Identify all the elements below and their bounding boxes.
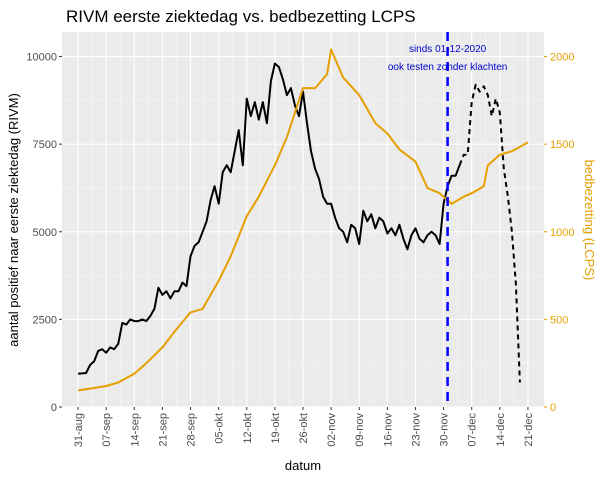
y-right-tick-label: 1500 <box>550 139 574 151</box>
annotation-line-1: sinds 01-12-2020 <box>409 44 487 55</box>
y-left-tick-label: 0 <box>51 402 57 414</box>
x-tick-label: 14-dec <box>495 413 507 447</box>
x-tick-label: 09-nov <box>354 413 366 447</box>
x-tick-label: 28-sep <box>186 413 198 447</box>
x-tick-label: 30-nov <box>439 413 451 447</box>
x-tick-label: 14-sep <box>129 413 141 447</box>
x-tick-label: 26-okt <box>298 413 310 444</box>
y-left-tick-label: 2500 <box>33 314 57 326</box>
series-line <box>458 83 521 383</box>
x-tick-label: 12-okt <box>242 413 254 444</box>
x-tick-label: 02-nov <box>326 413 338 447</box>
chart-title: RIVM eerste ziektedag vs. bedbezetting L… <box>66 7 416 26</box>
y-right-tick-label: 500 <box>550 314 568 326</box>
y-axis-right-title: bedbezetting (LCPS) <box>582 160 597 281</box>
y-left-tick-label: 7500 <box>33 139 57 151</box>
y-right-tick-label: 1000 <box>550 227 574 239</box>
x-axis-title: datum <box>285 458 321 473</box>
x-tick-label: 19-okt <box>270 413 282 444</box>
y-left-tick-label: 10000 <box>26 52 57 64</box>
x-tick-label: 05-okt <box>214 413 226 444</box>
x-tick-label: 23-nov <box>410 413 422 447</box>
x-tick-label: 21-sep <box>157 413 169 447</box>
y-right-tick-label: 0 <box>550 402 556 414</box>
x-tick-label: 16-nov <box>382 413 394 447</box>
x-tick-label: 21-dec <box>523 413 535 447</box>
x-tick-label: 07-sep <box>101 413 113 447</box>
annotation-line-2: ook testen zonder klachten <box>388 62 508 73</box>
y-left-tick-label: 5000 <box>33 227 57 239</box>
tick-group: 0 2500 5000 7500 10000 0 500 1000 1500 2000 31-aug… <box>26 52 574 448</box>
series-group <box>77 48 529 392</box>
y-right-tick-label: 2000 <box>550 52 574 64</box>
y-axis-left-title: aantal positief naar eerste ziektedag (R… <box>6 93 21 347</box>
series-line <box>77 48 529 392</box>
x-tick-label: 07-dec <box>467 413 479 447</box>
x-tick-label: 31-aug <box>73 413 85 447</box>
grid <box>62 32 544 408</box>
series-line <box>78 62 461 375</box>
